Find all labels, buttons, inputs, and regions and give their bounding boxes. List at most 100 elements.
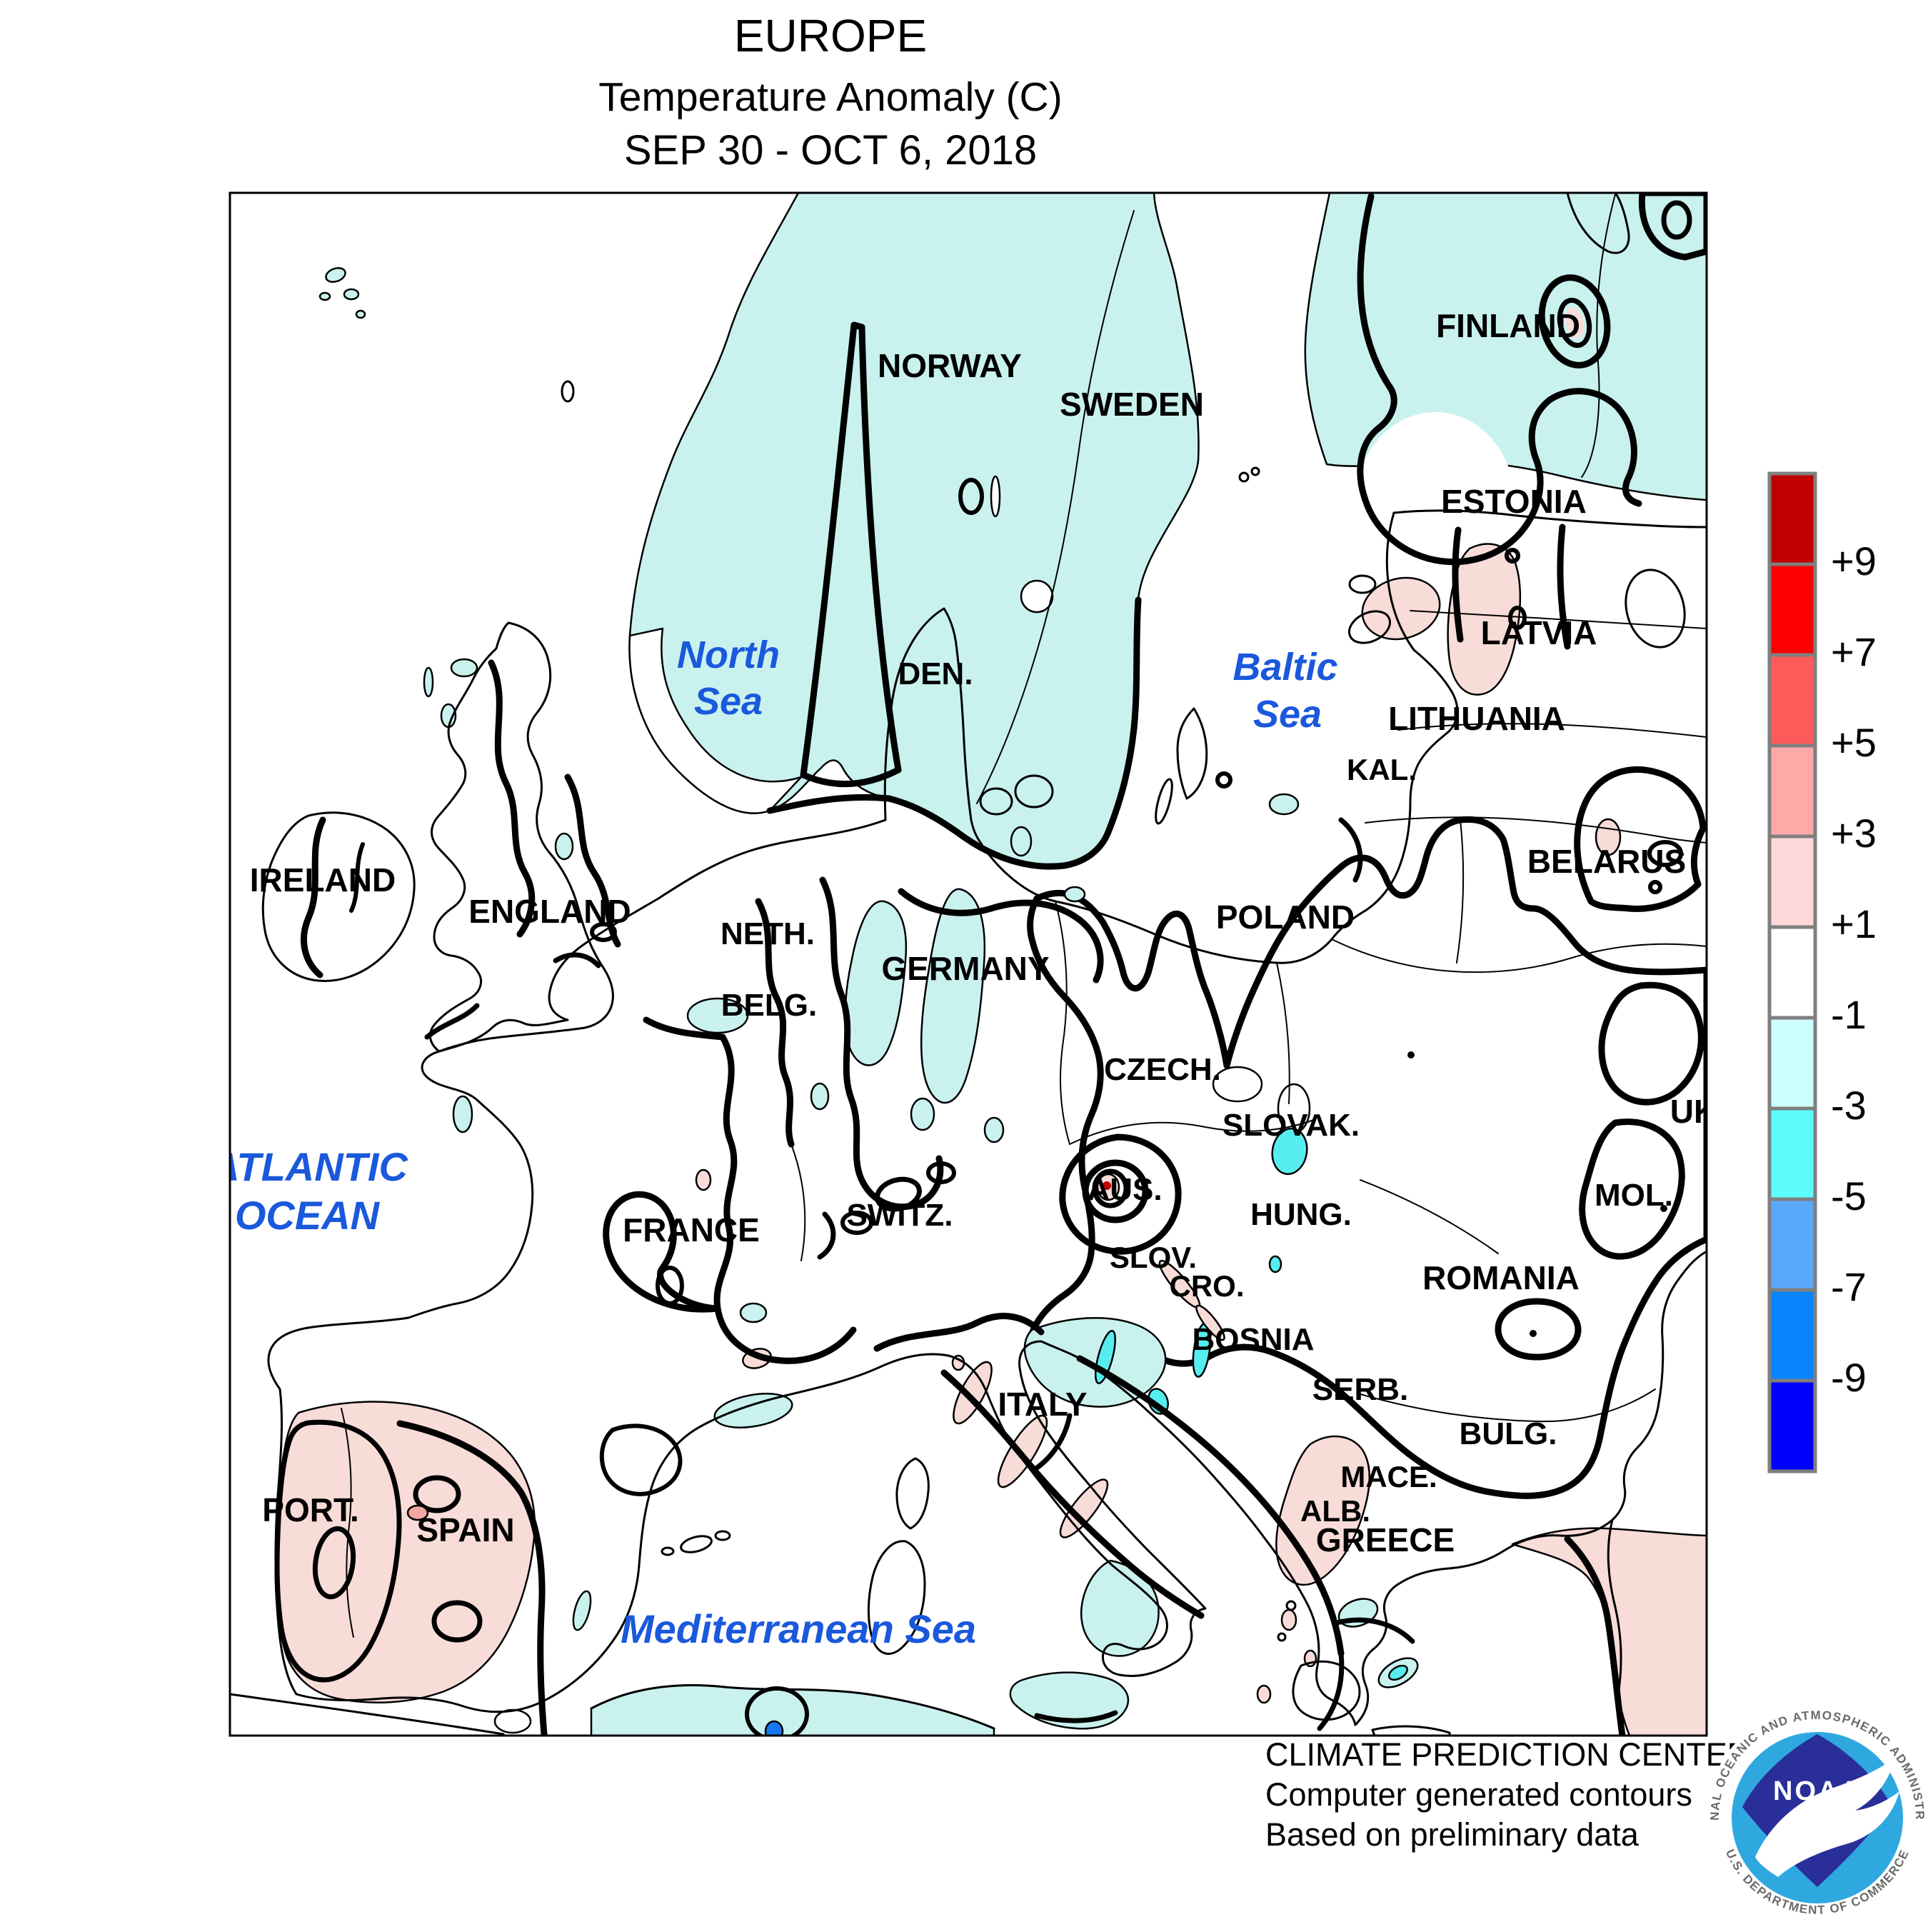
- germany-cold-spot-2: [983, 1116, 1005, 1143]
- africa-white-hole: [493, 1708, 532, 1734]
- country-label-ireland: IRELAND: [250, 861, 396, 899]
- color-scale-legend: +9 +7 +5 +3 +1 -1 -3 -5 -7 -9: [1767, 471, 1877, 1473]
- sea-label-mediterranean-sea: Mediterranean Sea: [621, 1606, 976, 1651]
- legend-label-+9: +9: [1831, 539, 1877, 584]
- country-label-slovak: SLOVAK.: [1222, 1108, 1360, 1143]
- legend-box-10: [1767, 1378, 1817, 1473]
- country-label-latvia: LATVIA: [1481, 614, 1597, 651]
- map-area: NORWAY SWEDEN FINLAND ESTONIA LATVIA LITHUANI…: [209, 193, 1717, 1736]
- zero-contours: [301, 193, 1683, 1731]
- legend-box-8: [1767, 1197, 1817, 1292]
- sea-label-north-sea: Sea: [694, 680, 763, 723]
- sweden-white-spot: [1020, 579, 1054, 614]
- legend-box-1: [1767, 562, 1817, 657]
- norway-minus3-spot: [958, 478, 984, 515]
- aegean-cold-1: [1337, 1598, 1379, 1628]
- legend-label--7: -7: [1831, 1264, 1867, 1309]
- country-label-belg: BELG.: [721, 988, 817, 1023]
- legend-label--3: -3: [1831, 1083, 1867, 1128]
- country-label-norway: NORWAY: [878, 347, 1022, 384]
- portugal-plus5-blob: [312, 1526, 356, 1600]
- norway-white-sliver: [990, 475, 1001, 518]
- attribution-line3: Based on preliminary data: [1265, 1816, 1640, 1853]
- country-label-belarus: BELARUS: [1527, 843, 1686, 880]
- country-label-slov: SLOV.: [1110, 1241, 1197, 1274]
- page-subtitle: Temperature Anomaly (C): [598, 74, 1062, 120]
- sea-label-baltic-sea: Sea: [1253, 693, 1322, 736]
- finland-bullseye-pink-core: [1565, 307, 1584, 339]
- country-labels: NORWAY SWEDEN FINLAND ESTONIA LATVIA LITHUANI…: [250, 307, 1717, 1558]
- country-label-mol: MOL.: [1595, 1178, 1673, 1213]
- iberia-zero-contour: [396, 1420, 548, 1736]
- spain-white-hole-2: [431, 1600, 483, 1643]
- england-cold-spot: [686, 997, 749, 1034]
- country-label-france: FRANCE: [623, 1211, 760, 1248]
- germany-cold-stripe-2: [920, 888, 986, 1104]
- map-frame: [229, 191, 1708, 1737]
- country-borders: [341, 194, 1707, 1638]
- country-label-italy: ITALY: [998, 1386, 1087, 1423]
- country-label-bosnia: BOSNIA: [1192, 1322, 1314, 1357]
- attribution-line2: Computer generated contours: [1265, 1776, 1692, 1813]
- austria-bullseye-core: [1103, 1181, 1111, 1190]
- iberia-warm-region: [274, 1401, 536, 1703]
- legend-label--1: -1: [1831, 992, 1867, 1037]
- noaa-logo-acronym: NOAA: [1773, 1776, 1862, 1806]
- south-italy-cold: [1080, 1559, 1160, 1657]
- hungary-minus3-dot: [1268, 1255, 1282, 1273]
- sea-label-atlantic-ocean: ATLANTIC: [209, 1144, 408, 1189]
- france-cold-spot-2: [810, 1082, 830, 1111]
- legend-box-5: [1767, 925, 1817, 1020]
- east-europe-cold-region: [1025, 816, 1707, 1499]
- country-label-hung: HUNG.: [1250, 1197, 1352, 1232]
- page-date-range: SEP 30 - OCT 6, 2018: [624, 127, 1037, 174]
- country-label-alb: ALB.: [1300, 1494, 1370, 1528]
- legend-label-+3: +3: [1831, 811, 1877, 856]
- catalonia-warm-blob: [599, 1423, 683, 1496]
- noaa-logo-seagull: [1755, 1757, 1899, 1877]
- legend-label-+7: +7: [1831, 629, 1877, 674]
- greece-warm-1: [1280, 1608, 1297, 1631]
- country-label-cro: CRO.: [1170, 1269, 1245, 1303]
- austria-bullseye-ring1: [1082, 1159, 1149, 1223]
- country-label-bulg: BULG.: [1460, 1416, 1557, 1451]
- africa-minus5-dot: [764, 1720, 784, 1736]
- country-label-romania: ROMANIA: [1422, 1259, 1580, 1296]
- scotland-cold-spot-1: [450, 658, 478, 678]
- sea-label-baltic-sea: Baltic: [1232, 646, 1337, 689]
- corner-ring: [1661, 200, 1692, 240]
- faroe-islands: [318, 267, 366, 319]
- england-mid-cold-spot: [554, 832, 574, 861]
- country-label-neth: NETH.: [721, 916, 815, 951]
- france-warm-spot-3: [695, 1168, 712, 1191]
- gulf-of-lion-cold: [713, 1393, 793, 1428]
- germany-cold-stripe-1: [844, 900, 908, 1066]
- spain-coast-cold-sliver: [572, 1590, 592, 1631]
- country-label-greece: GREECE: [1316, 1521, 1455, 1558]
- brittany-cold-spot: [452, 1095, 473, 1133]
- country-label-uk: UK: [1670, 1093, 1717, 1130]
- hungary-minus3-blob: [1271, 1127, 1308, 1176]
- country-label-england: ENGLAND: [468, 893, 631, 930]
- country-label-mace: MACE.: [1340, 1460, 1437, 1493]
- norway-sw-white: [628, 627, 803, 814]
- country-label-serb: SERB.: [1312, 1372, 1408, 1407]
- czech-white-hole: [1212, 1066, 1263, 1103]
- country-label-estonia: ESTONIA: [1441, 483, 1587, 520]
- country-label-czech: CZECH.: [1104, 1052, 1221, 1087]
- hebrides-cold-sliver: [423, 666, 434, 698]
- legend-label--9: -9: [1831, 1355, 1867, 1400]
- russia-white-hole: [1628, 507, 1707, 650]
- spain-plus3-spot: [406, 1504, 429, 1521]
- belarus-thick-ring: [1574, 766, 1707, 912]
- finland-bullseye-ring: [1557, 297, 1592, 349]
- peloponnese-warm: [1256, 1684, 1272, 1704]
- legend-box-9: [1767, 1288, 1817, 1383]
- country-label-finland: FINLAND: [1436, 307, 1580, 344]
- norway-white-wedge: [800, 321, 902, 788]
- germany-cold-spot-1: [910, 1097, 935, 1131]
- corner-white: [1638, 193, 1707, 261]
- finland-bullseye-white: [1538, 274, 1611, 369]
- legend-box-7: [1767, 1106, 1817, 1201]
